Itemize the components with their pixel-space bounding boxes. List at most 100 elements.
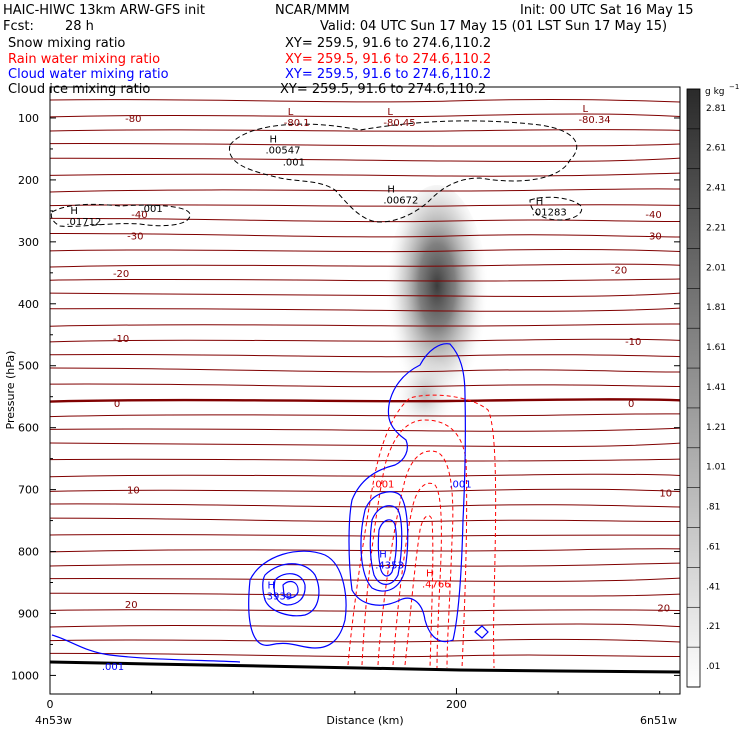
y-tick-label: 600 [18, 422, 39, 435]
temperature-contour-line [50, 473, 680, 478]
colorbar: 2.81 2.61 2.41 2.21 2.01 1.81 1.61 1.41 1.21 1.01… [686, 83, 739, 688]
y-tick-label: 800 [18, 546, 39, 559]
field-cloudwater-xy: XY= 259.5, 91.6 to 274.6,110.2 [285, 67, 491, 82]
temperature-contour-line [50, 353, 680, 358]
extremum-value: .00672 [383, 195, 418, 206]
y-tick-label: 300 [18, 236, 39, 249]
temperature-contour-line [50, 427, 680, 432]
temperature-contour-line [50, 367, 680, 373]
extremum-marker: L [582, 104, 588, 115]
extremum-value: .01712 [66, 217, 101, 228]
colorbar-tick-label: .21 [706, 622, 720, 632]
temperature-contour-line [50, 577, 680, 582]
colorbar-unit-exponent: −1 [729, 83, 739, 91]
extremum-marker: H [269, 135, 277, 146]
x-tick-label: 200 [446, 698, 467, 711]
temperature-contour-line [50, 292, 680, 297]
temperature-contour-line [50, 98, 680, 103]
temperature-contours [50, 98, 680, 658]
x-tick-label: 0 [47, 698, 54, 711]
field-rain-xy: XY= 259.5, 91.6 to 274.6,110.2 [285, 52, 491, 67]
temperature-contour-label: -40 [645, 210, 661, 221]
temperature-contour-line [50, 338, 680, 343]
temperature-contour-line [50, 413, 680, 418]
extremum-value: .01283 [532, 208, 567, 219]
temperature-contour-label: 20 [125, 600, 138, 611]
contour-labels: .001 .001 .001 .001 .001 [102, 157, 472, 673]
init-time: Init: 00 UTC Sat 16 May 15 [520, 3, 694, 18]
colorbar-tick-label: 2.01 [706, 263, 726, 273]
temperature-contour-label: -10 [113, 334, 129, 345]
temperature-contour-line [50, 232, 680, 238]
temperature-contour-line [50, 548, 680, 553]
field-snow-name: Snow mixing ratio [8, 36, 125, 51]
colorbar-tick-label: 2.41 [706, 184, 726, 194]
extremum-marker: H [387, 184, 395, 195]
right-endpoint-coord: 6n51w [640, 714, 677, 727]
field-rain-name: Rain water mixing ratio [8, 52, 160, 67]
temperature-contour-line [50, 248, 680, 253]
extremum-marker: H [70, 206, 78, 217]
snow-shading-tail [393, 355, 457, 435]
colorbar-tick-label: 1.21 [706, 423, 726, 433]
colorbar-tick-label: 1.81 [706, 303, 726, 313]
temperature-contour-line [50, 217, 680, 223]
y-tick-label: 400 [18, 298, 39, 311]
temperature-contour-line [50, 488, 680, 493]
temperature-contour-line [50, 458, 680, 462]
colorbar-tick-label: 1.41 [706, 383, 726, 393]
temperature-contour-label: 20 [657, 603, 670, 614]
contour-value-label: .001 [102, 662, 124, 673]
model-title: HAIC-HIWC 13km ARW-GFS init [3, 3, 205, 18]
header: HAIC-HIWC 13km ARW-GFS init NCAR/MMM Ini… [3, 3, 694, 97]
temperature-contour-line [50, 113, 680, 118]
extremum-value: .3939 [263, 592, 292, 603]
left-endpoint-coord: 4n53w [35, 714, 72, 727]
extremum-marker: H [536, 197, 544, 208]
temperature-contour-line [50, 592, 680, 597]
contour-value-label: .001 [283, 157, 305, 168]
extrema-labels: L-80.1L-80.45L-80.34H.00547H.00672H.0171… [66, 104, 610, 603]
temperature-contour-line [50, 172, 680, 177]
temperature-contour-label: -40 [131, 210, 147, 221]
field-cloudwater-name: Cloud water mixing ratio [8, 67, 169, 82]
colorbar-unit: g kg [705, 87, 725, 97]
temperature-contour-line [50, 143, 680, 147]
temperature-contour-line [50, 638, 680, 643]
colorbar-tick-label: 1.01 [706, 463, 726, 473]
colorbar-tick-label: .81 [706, 503, 720, 513]
temperature-contour-label: -20 [113, 269, 129, 280]
temperature-contour-label: -30 [127, 232, 143, 243]
temperature-labels: -80 -40 -30 -20 -10 0 10 20 -40 -30 -20 -10 0 10 20 [113, 114, 672, 614]
forecast-label: Fcst: [3, 19, 34, 34]
extremum-value: .4766 [422, 579, 451, 590]
colorbar-tick-label: .61 [706, 542, 720, 552]
temperature-contour-line [50, 204, 680, 207]
temperature-contour-line [50, 383, 680, 388]
extremum-marker: H [379, 550, 387, 561]
valid-time: Valid: 04 UTC Sun 17 May 15 (01 LST Sun … [320, 19, 667, 34]
colorbar-ramp [686, 88, 701, 688]
y-tick-label: 100 [18, 112, 39, 125]
temperature-contour-line [50, 278, 680, 282]
field-cloudice-name: Cloud ice mixing ratio [8, 82, 150, 97]
colorbar-tick-label: 1.61 [706, 343, 726, 353]
y-tick-label: 700 [18, 484, 39, 497]
contour-value-label: .001 [449, 479, 471, 490]
temperature-contour-line [50, 623, 680, 628]
temperature-contour-line [50, 652, 680, 658]
temperature-contour-label: -10 [625, 337, 641, 348]
field-cloudice-xy: XY= 259.5, 91.6 to 274.6,110.2 [280, 82, 486, 97]
extremum-marker: H [267, 581, 275, 592]
temperature-contour-label: 0 [114, 399, 120, 410]
temperature-contour-line [50, 157, 680, 162]
temperature-contour-line [50, 188, 680, 193]
extremum-value: -80.45 [383, 118, 415, 129]
temperature-contour-label: 10 [127, 486, 140, 497]
forecast-hour: 28 h [65, 19, 94, 34]
temperature-contour-line [50, 533, 680, 537]
extremum-marker: L [387, 107, 393, 118]
x-axis-ticks: 0 200 [47, 688, 661, 711]
